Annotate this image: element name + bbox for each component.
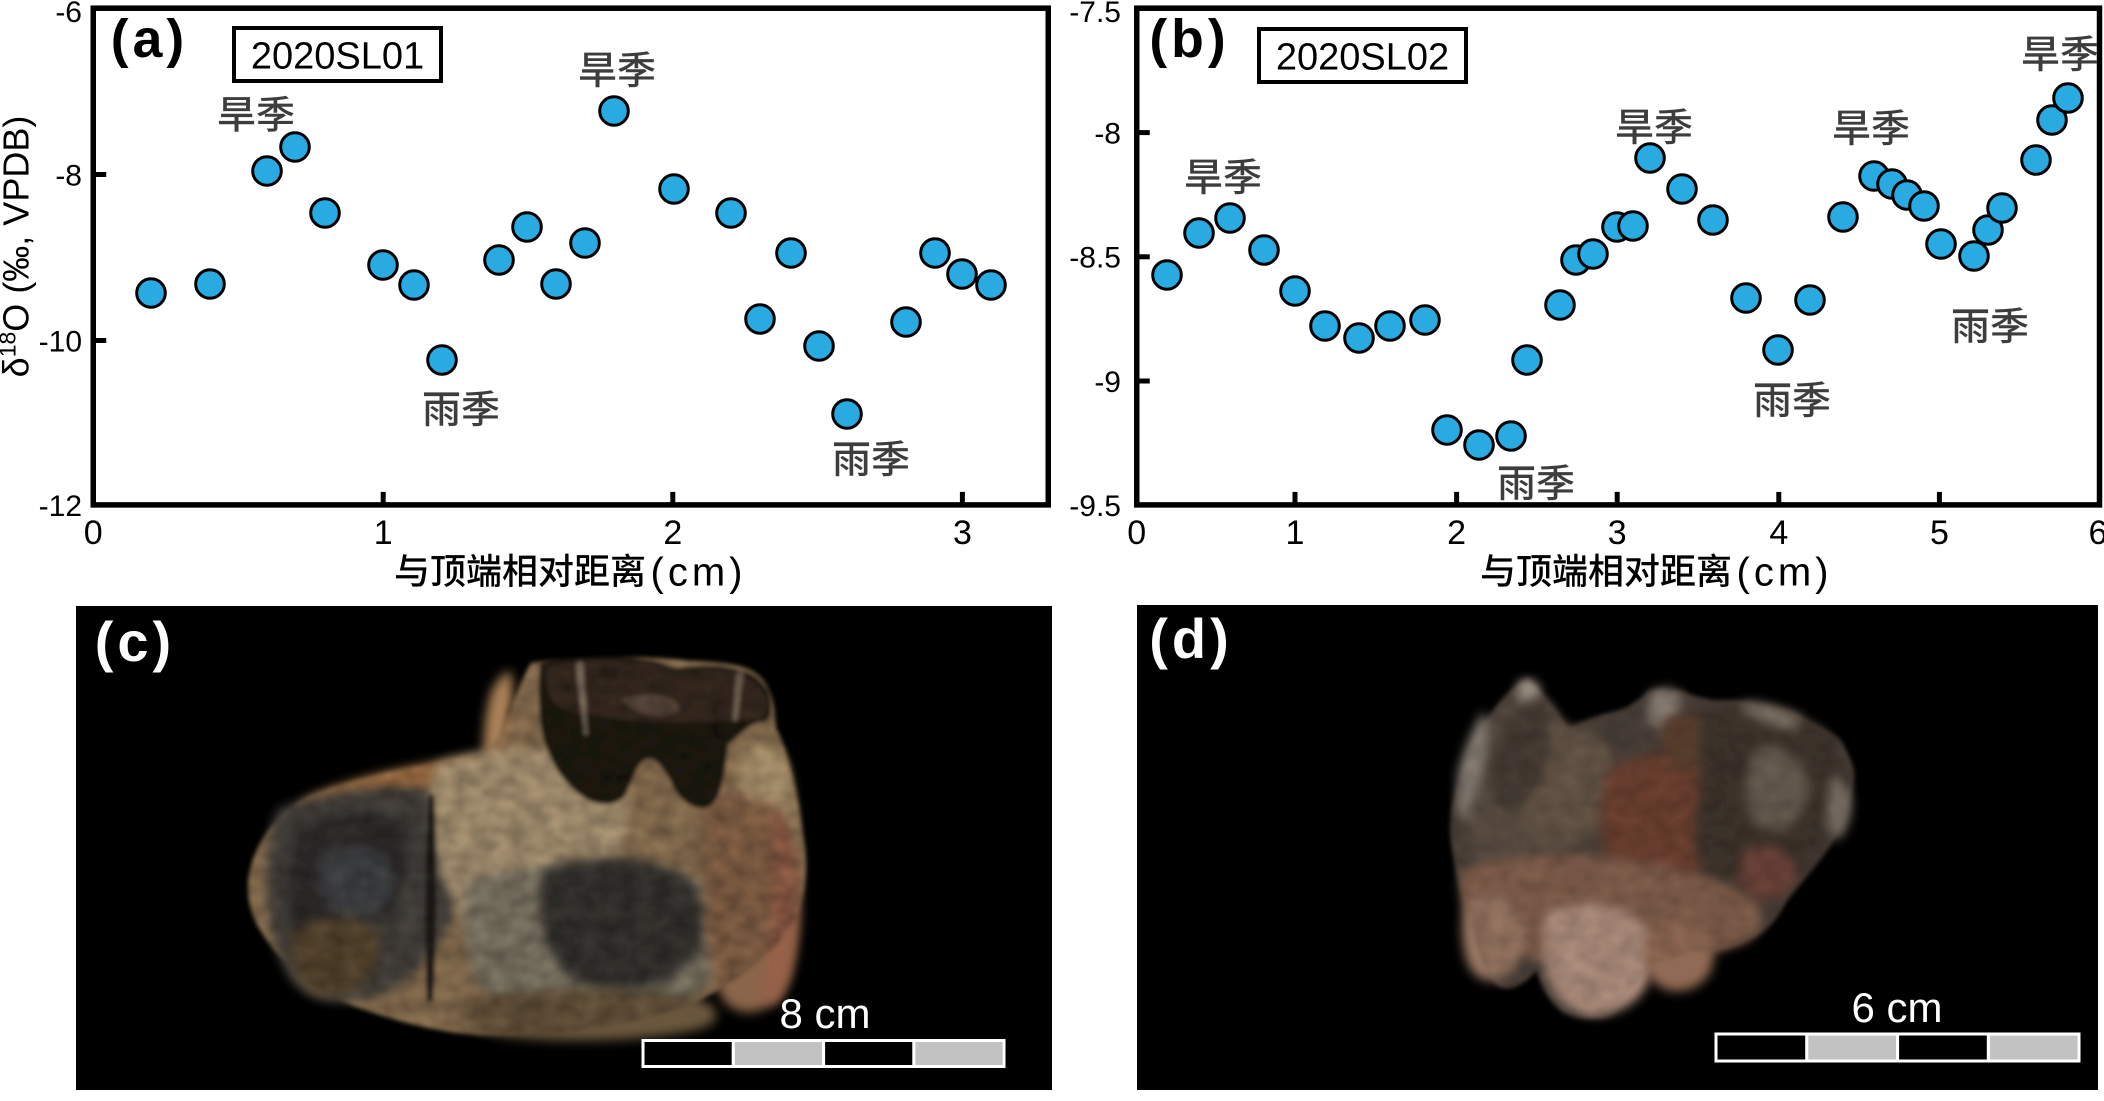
svg-text:4: 4 [1769,514,1788,552]
svg-text:-8: -8 [1094,118,1121,151]
svg-text:0: 0 [84,514,103,552]
svg-text:-12: -12 [39,490,82,523]
svg-text:-6: -6 [55,0,82,29]
svg-text:5: 5 [1930,514,1949,552]
svg-text:1: 1 [1286,514,1305,552]
svg-text:-8.5: -8.5 [1069,242,1121,275]
svg-text:(c): (c) [95,610,175,673]
svg-text:2020SL02: 2020SL02 [1276,37,1449,79]
svg-text:-9: -9 [1094,366,1121,399]
svg-text:-8: -8 [55,160,82,193]
svg-text:8 cm: 8 cm [779,990,870,1037]
svg-text:δ18O (‰, VPDB): δ18O (‰, VPDB) [0,116,37,378]
svg-text:1: 1 [374,514,393,552]
svg-text:-7.5: -7.5 [1069,0,1121,29]
svg-text:6: 6 [2089,514,2104,552]
svg-text:(cm): (cm) [651,551,747,595]
svg-text:3: 3 [953,514,972,552]
svg-text:2: 2 [1447,514,1466,552]
svg-text:-10: -10 [39,326,82,359]
svg-text:2020SL01: 2020SL01 [251,36,424,78]
svg-text:2: 2 [663,514,682,552]
svg-text:(cm): (cm) [1737,551,1833,595]
svg-text:(d): (d) [1149,607,1233,670]
svg-text:-9.5: -9.5 [1069,490,1121,523]
svg-text:6 cm: 6 cm [1851,984,1942,1031]
svg-text:0: 0 [1127,514,1146,552]
svg-text:3: 3 [1608,514,1627,552]
svg-text:(b): (b) [1149,10,1229,69]
svg-text:(a): (a) [111,10,188,69]
